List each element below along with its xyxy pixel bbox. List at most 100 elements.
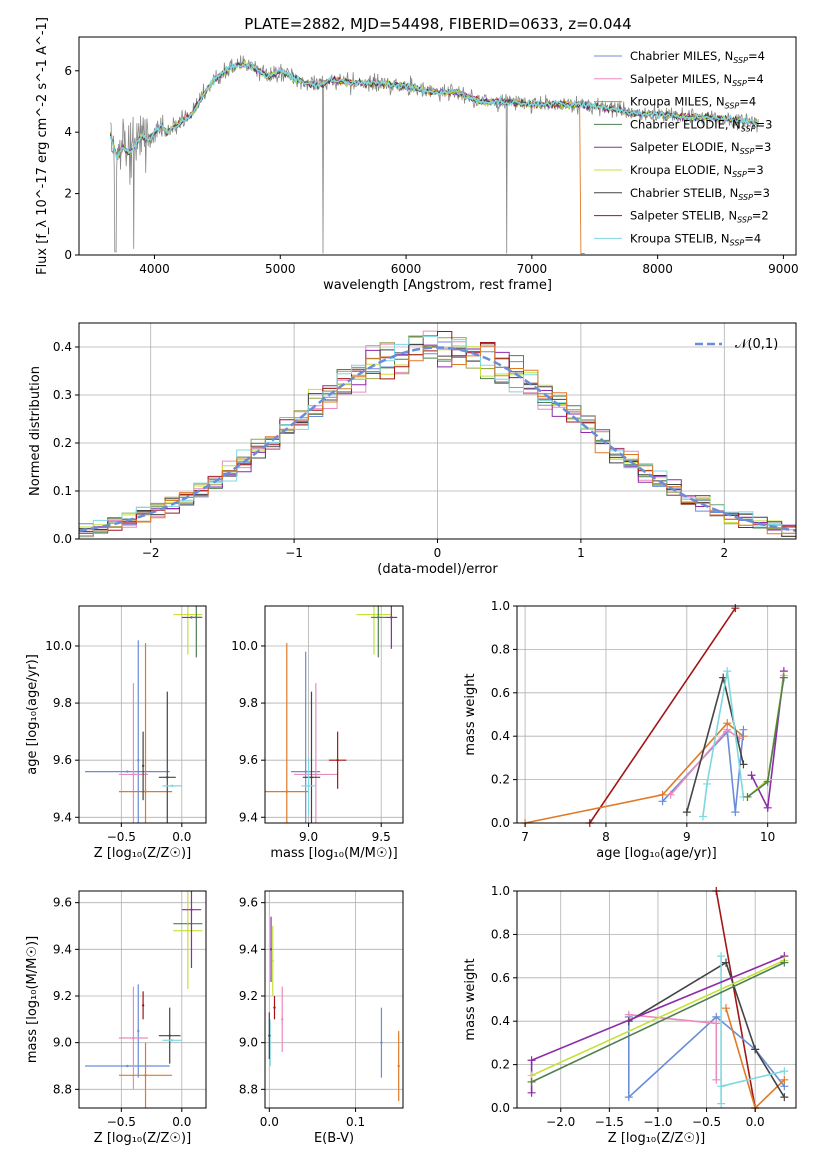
- x-tick-label: −0.5: [692, 1115, 721, 1129]
- y-tick-label: 0.2: [491, 773, 510, 787]
- plus-marker: [739, 725, 748, 734]
- y-tick-label: 0.3: [53, 388, 72, 402]
- y-axis-label: mass weight: [463, 673, 478, 755]
- y-tick-label: 10.0: [45, 639, 72, 653]
- axes-frame: [264, 890, 404, 1109]
- errorbars: [85, 606, 203, 823]
- plus-marker: [747, 771, 756, 780]
- x-tick-label: 0.0: [746, 1115, 765, 1129]
- x-tick-label: −2.0: [546, 1115, 575, 1129]
- y-tick-label: 9.8: [239, 696, 258, 710]
- plus-marker: [723, 667, 732, 676]
- y-tick-label: 9.4: [53, 942, 72, 956]
- x-tick-label: 6000: [391, 262, 422, 276]
- y-tick-label: 2: [64, 187, 72, 201]
- x-tick-label: −1.0: [643, 1115, 672, 1129]
- weight-line-KrS: [702, 670, 745, 817]
- x-tick-label: 9.0: [299, 830, 318, 844]
- plus-marker: [780, 1075, 789, 1084]
- y-tick-label: 0.8: [491, 642, 510, 656]
- legend-entry: Salpeter STELIB, NSSP=2: [630, 209, 769, 225]
- data-point: [126, 1064, 129, 1068]
- y-tick-label: 6: [64, 64, 72, 78]
- data-point: [144, 790, 147, 793]
- data-point: [170, 784, 174, 788]
- plus-marker: [527, 1088, 536, 1097]
- legend-entry: Salpeter ELODIE, NSSP=3: [630, 140, 771, 156]
- errorbars: [265, 606, 398, 823]
- x-axis-label: (data-model)/error: [377, 562, 498, 577]
- y-tick-label: 0.0: [491, 1101, 510, 1115]
- hist-step-orange: [79, 345, 796, 537]
- plus-marker: [699, 812, 707, 821]
- plus-marker: [743, 792, 752, 801]
- y-tick-label: 9.6: [53, 753, 72, 767]
- x-tick-label: 9.5: [372, 830, 391, 844]
- axes-frame: [264, 605, 404, 824]
- figure-title: PLATE=2882, MJD=54498, FIBERID=0633, z=0…: [244, 15, 631, 33]
- weight-panel-4: 7 8 9 10 0.0 0.2 0.4 0.6 0.8 1.0 age [log₁₀(age/yr…: [463, 599, 797, 861]
- weight-line-SaM: [670, 728, 740, 796]
- weight-line-ChE: [531, 961, 785, 1083]
- data-point: [397, 1064, 400, 1068]
- x-axis-label: Z [log₁₀(Z/Z☉)]: [608, 1131, 705, 1146]
- y-tick-label: 0.6: [491, 686, 510, 700]
- y-tick-label: 0.4: [53, 340, 72, 354]
- data-point: [141, 1004, 145, 1007]
- weight-panel-7: −2.0 −1.5 −1.0 −0.5 0.0 0.0 0.2 0.4 0.6 0.8 1.0 Z […: [463, 884, 797, 1146]
- y-tick-label: 0.0: [491, 816, 510, 830]
- x-tick-label: 2: [720, 546, 728, 560]
- y-tick-label: 0.4: [491, 1014, 510, 1028]
- x-axis-label: Z [log₁₀(Z/Z☉)]: [94, 846, 191, 861]
- y-tick-label: 0: [64, 248, 72, 262]
- data-point: [336, 758, 339, 762]
- x-tick-label: 0.0: [260, 1115, 279, 1129]
- data-point: [268, 1034, 271, 1037]
- plus-marker: [527, 1056, 536, 1065]
- y-tick-label: 10.0: [231, 639, 258, 653]
- plus-marker: [780, 1093, 789, 1102]
- data-point: [390, 616, 393, 619]
- spectrum-lines: [109, 55, 759, 254]
- plus-marker: [739, 760, 748, 769]
- data-point: [166, 776, 169, 779]
- plus-marker: [780, 1067, 789, 1076]
- y-axis-label: mass weight: [463, 958, 478, 1040]
- x-tick-label: 8: [602, 830, 610, 844]
- data-point: [186, 929, 190, 932]
- y-tick-label: 8.8: [239, 1082, 258, 1096]
- plus-marker: [722, 1004, 731, 1013]
- plus-marker: [658, 797, 667, 806]
- spectrum-panel: 4000 5000 6000 7000 8000 9000 0 2 4 6 wavelength […: [35, 17, 799, 293]
- weight-line-ChM: [662, 729, 745, 813]
- y-tick-label: 9.4: [239, 810, 258, 824]
- x-axis-label: mass [log₁₀(M/M☉)]: [270, 846, 397, 861]
- weight-line-SaS: [715, 890, 756, 1109]
- plus-marker: [722, 958, 731, 967]
- data-point: [126, 770, 129, 773]
- x-tick-label: −0.5: [107, 830, 136, 844]
- legend-entry: Chabrier MILES, NSSP=4: [630, 49, 765, 65]
- x-tick-label: 0.0: [172, 830, 191, 844]
- plus-marker: [780, 958, 789, 967]
- data-point: [271, 959, 274, 963]
- data-point: [314, 773, 318, 776]
- data-point: [141, 764, 145, 768]
- x-tick-label: 8000: [642, 262, 673, 276]
- data-point: [310, 776, 313, 779]
- x-tick-label: −2: [142, 546, 160, 560]
- legend-entry: Kroupa MILES, NSSP=4: [630, 95, 756, 111]
- axes-frame: [78, 890, 207, 1109]
- legend-entry: Kroupa STELIB, NSSP=4: [630, 231, 761, 247]
- legend-entry: Kroupa ELODIE, NSSP=3: [630, 163, 764, 179]
- y-tick-label: 9.2: [239, 989, 258, 1003]
- x-tick-label: 0.0: [172, 1115, 191, 1129]
- plus-marker: [703, 779, 712, 788]
- data-point: [137, 1029, 140, 1033]
- data-point: [170, 1039, 174, 1042]
- weight-lines: [527, 887, 789, 1112]
- x-tick-label: 10: [760, 830, 775, 844]
- x-axis-label: E(B-V): [314, 1131, 354, 1146]
- plus-marker: [751, 1045, 760, 1054]
